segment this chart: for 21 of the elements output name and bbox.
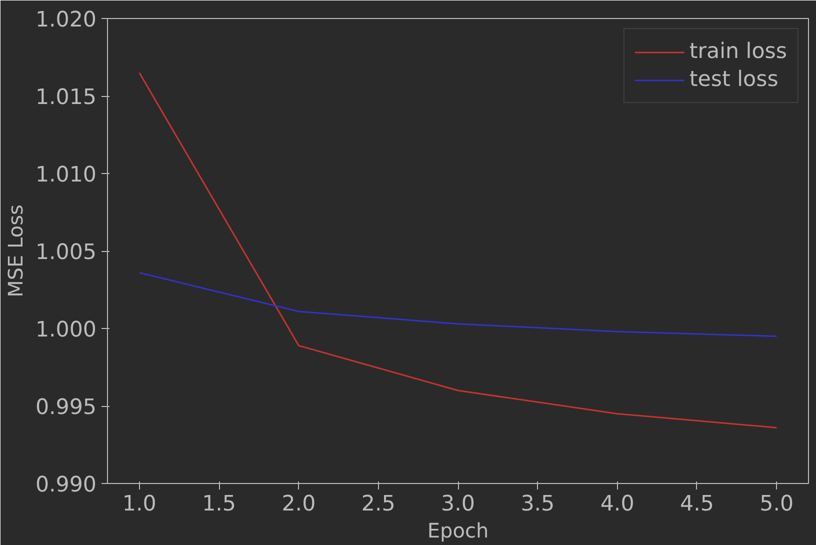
y-tick-label: 1.020 bbox=[35, 8, 97, 32]
x-tick-label: 2.0 bbox=[282, 492, 316, 516]
y-tick-label: 1.015 bbox=[35, 85, 97, 110]
legend-label: train loss bbox=[689, 39, 787, 64]
x-tick-label: 1.0 bbox=[122, 492, 156, 516]
y-tick-label: 1.000 bbox=[35, 318, 97, 342]
x-tick-label: 3.0 bbox=[441, 492, 475, 516]
line-series bbox=[138, 272, 778, 337]
x-tick-label: 1.5 bbox=[202, 492, 236, 516]
x-tick-label: 5.0 bbox=[760, 492, 794, 516]
y-tick-label: 0.990 bbox=[35, 472, 97, 498]
x-axis-title: Epoch bbox=[427, 518, 489, 542]
x-tick-label: 3.5 bbox=[520, 492, 555, 516]
legend-label: test loss bbox=[689, 67, 778, 92]
x-tick-label: 2.5 bbox=[361, 492, 396, 516]
y-tick-label: 1.010 bbox=[35, 162, 97, 188]
y-axis-title: MSE Loss bbox=[3, 204, 28, 298]
x-tick-label: 4.5 bbox=[680, 492, 714, 516]
y-tick-label: 0.995 bbox=[35, 395, 97, 420]
x-tick-label: 4.0 bbox=[600, 492, 634, 516]
y-tick-label: 1.005 bbox=[35, 240, 97, 265]
